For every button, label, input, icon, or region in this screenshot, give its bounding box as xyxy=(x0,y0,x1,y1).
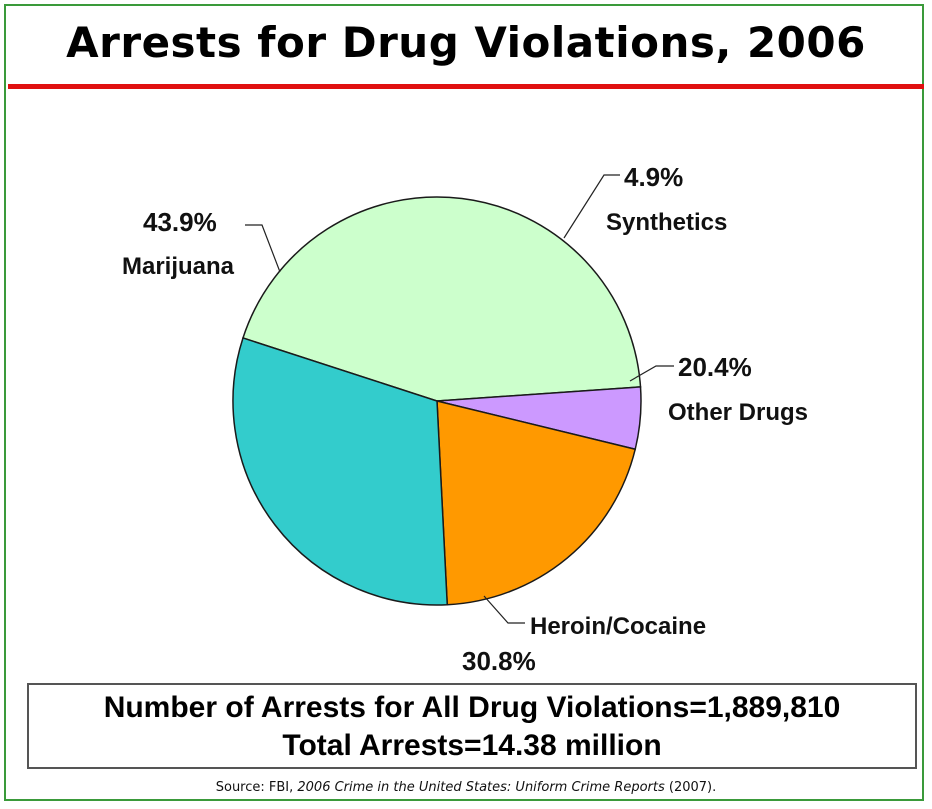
pie-chart: 43.9% Marijuana 4.9% Synthetics 20.4% Ot… xyxy=(122,162,808,676)
slice-pct-heroin-cocaine: 30.8% xyxy=(462,646,536,676)
source-publication: 2006 Crime in the United States: Uniform… xyxy=(297,780,665,795)
chart-frame xyxy=(4,4,924,801)
pie-slice-other-drugs xyxy=(436,400,637,606)
source-prefix: Source: FBI, xyxy=(215,780,298,795)
source-suffix: (2007). xyxy=(664,780,717,795)
summary-box: Number of Arrests for All Drug Violation… xyxy=(27,683,917,769)
summary-total-arrests: Total Arrests=14.38 million xyxy=(282,729,662,762)
source-note: Source: FBI, 2006 Crime in the United St… xyxy=(0,780,932,795)
chart-title: Arrests for Drug Violations, 2006 xyxy=(66,18,866,67)
pie-slice-marijuana xyxy=(242,196,642,402)
slice-label-synthetics: Synthetics xyxy=(606,209,727,236)
slice-pct-other-drugs: 20.4% xyxy=(678,352,752,382)
slice-label-heroin-cocaine: Heroin/Cocaine xyxy=(530,613,706,640)
slice-pct-synthetics: 4.9% xyxy=(624,162,683,192)
slice-label-other-drugs: Other Drugs xyxy=(668,399,808,426)
pie-slice-heroin-cocaine xyxy=(232,337,449,606)
leader-line-marijuana xyxy=(245,224,281,273)
leader-line-synthetics xyxy=(563,174,620,239)
slice-pct-marijuana: 43.9% xyxy=(143,207,217,237)
title-underline xyxy=(8,84,924,89)
leader-line-heroin-cocaine xyxy=(483,595,525,624)
slice-label-marijuana: Marijuana xyxy=(122,253,235,280)
summary-drug-arrests: Number of Arrests for All Drug Violation… xyxy=(103,691,841,724)
leader-line-other-drugs xyxy=(629,365,674,382)
